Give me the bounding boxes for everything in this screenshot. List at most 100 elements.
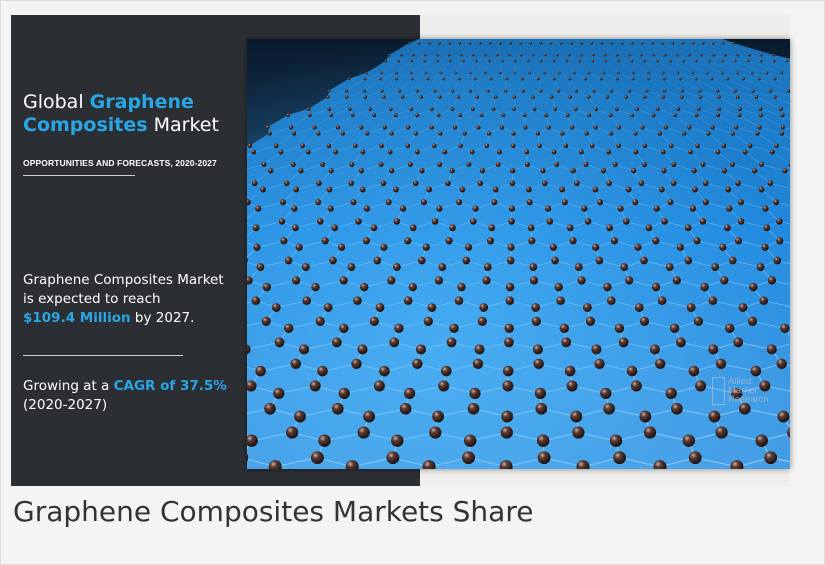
carbon-atom bbox=[612, 162, 618, 167]
carbon-atom bbox=[487, 237, 494, 245]
carbon-atom bbox=[391, 434, 404, 447]
carbon-atom bbox=[724, 53, 727, 57]
carbon-atom bbox=[348, 107, 352, 111]
carbon-atom bbox=[758, 77, 761, 81]
carbon-atom bbox=[480, 168, 485, 174]
carbon-atom bbox=[738, 199, 744, 206]
carbon-atom bbox=[609, 434, 623, 447]
carbon-atom bbox=[286, 426, 299, 439]
carbon-atom bbox=[781, 125, 785, 130]
carbon-atom bbox=[338, 243, 346, 251]
carbon-atom bbox=[345, 95, 349, 99]
carbon-atom bbox=[570, 410, 583, 423]
carbon-atom bbox=[627, 89, 631, 93]
carbon-atom bbox=[274, 337, 285, 348]
market-size-stat: Graphene Composites Market is expected t… bbox=[23, 271, 258, 328]
carbon-atom bbox=[732, 42, 735, 45]
carbon-atom bbox=[331, 224, 338, 232]
carbon-atom bbox=[532, 107, 537, 111]
carbon-atom bbox=[643, 95, 647, 99]
carbon-atom bbox=[712, 42, 715, 45]
carbon-atom bbox=[570, 125, 575, 130]
carbon-atom bbox=[462, 131, 467, 136]
carbon-atom bbox=[351, 358, 362, 369]
carbon-atom bbox=[772, 59, 776, 63]
carbon-atom bbox=[504, 337, 514, 348]
carbon-atom bbox=[566, 380, 578, 392]
carbon-atom bbox=[414, 131, 418, 136]
carbon-atom bbox=[338, 387, 350, 399]
carbon-atom bbox=[253, 243, 261, 251]
carbon-atom bbox=[695, 143, 700, 148]
carbon-atom bbox=[526, 59, 530, 63]
carbon-atom bbox=[676, 107, 681, 111]
carbon-atom bbox=[475, 59, 478, 63]
carbon-atom bbox=[706, 131, 711, 136]
carbon-atom bbox=[604, 53, 607, 57]
carbon-atom bbox=[537, 143, 542, 148]
carbon-atom bbox=[738, 107, 742, 111]
carbon-atom bbox=[531, 303, 540, 312]
carbon-atom bbox=[695, 59, 698, 63]
carbon-atom bbox=[535, 131, 540, 136]
carbon-atom bbox=[652, 237, 660, 245]
carbon-atom bbox=[507, 256, 515, 265]
carbon-atom bbox=[442, 77, 446, 81]
carbon-atom bbox=[613, 451, 626, 465]
carbon-atom bbox=[448, 42, 451, 45]
carbon-atom bbox=[326, 143, 332, 148]
carbon-atom bbox=[682, 59, 685, 63]
carbon-atom bbox=[348, 180, 354, 186]
carbon-atom bbox=[268, 460, 282, 469]
carbon-atom bbox=[779, 107, 783, 111]
carbon-atom bbox=[514, 59, 517, 63]
carbon-atom bbox=[332, 403, 344, 415]
carbon-atom bbox=[680, 89, 684, 93]
carbon-atom bbox=[764, 451, 777, 465]
carbon-atom bbox=[501, 113, 505, 117]
carbon-atom bbox=[749, 283, 758, 292]
stat-2-period: (2020-2027) bbox=[23, 397, 108, 413]
carbon-atom bbox=[734, 125, 739, 130]
carbon-atom bbox=[465, 243, 473, 251]
carbon-atom bbox=[645, 89, 649, 93]
carbon-atom bbox=[362, 89, 366, 93]
carbon-atom bbox=[544, 113, 548, 117]
carbon-atom bbox=[617, 205, 624, 212]
carbon-atom bbox=[415, 149, 420, 155]
carbon-atom bbox=[731, 387, 743, 399]
carbon-atom bbox=[624, 95, 628, 99]
carbon-atom bbox=[479, 303, 488, 312]
carbon-atom bbox=[477, 180, 483, 186]
carbon-atom bbox=[409, 107, 414, 111]
carbon-atom bbox=[332, 337, 342, 348]
carbon-atom bbox=[671, 403, 683, 415]
carbon-atom bbox=[537, 77, 540, 81]
carbon-atom bbox=[416, 344, 426, 355]
carbon-atom bbox=[450, 107, 455, 111]
carbon-atom bbox=[264, 403, 276, 415]
carbon-atom bbox=[363, 410, 375, 423]
carbon-atom bbox=[466, 162, 472, 167]
carbon-atom bbox=[773, 256, 781, 265]
carbon-atom bbox=[458, 143, 463, 148]
carbon-atom bbox=[458, 113, 462, 117]
carbon-atom bbox=[299, 344, 309, 355]
carbon-atom bbox=[412, 53, 415, 57]
carbon-atom bbox=[542, 180, 548, 186]
carbon-atom bbox=[413, 180, 419, 186]
carbon-atom bbox=[640, 256, 648, 265]
carbon-atom bbox=[597, 199, 603, 206]
carbon-atom bbox=[592, 89, 596, 93]
carbon-atom bbox=[261, 162, 267, 167]
carbon-atom bbox=[427, 303, 437, 312]
carbon-atom bbox=[329, 256, 337, 265]
carbon-atom bbox=[730, 460, 744, 469]
carbon-atom bbox=[430, 107, 434, 111]
carbon-atom bbox=[408, 162, 413, 167]
carbon-atom bbox=[525, 162, 530, 167]
carbon-atom bbox=[734, 59, 737, 63]
carbon-atom bbox=[475, 95, 479, 99]
carbon-atom bbox=[426, 77, 430, 81]
